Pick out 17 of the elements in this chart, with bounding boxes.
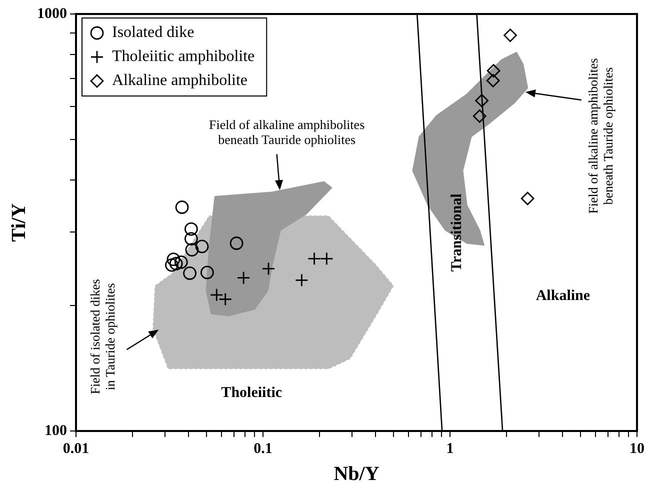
y-axis-title: Ti/Y [8, 202, 30, 242]
legend-label: Alkaline amphibolite [112, 72, 248, 90]
x-tick-label: 0.1 [254, 440, 272, 457]
legend-label: Tholeiitic amphibolite [112, 48, 255, 66]
y-tick-label: 100 [44, 422, 67, 439]
annotation: Tholeiitic [221, 384, 282, 401]
annotation: Transitional [448, 194, 465, 272]
annotation: Field of alkaline amphibolites beneath Tauride ophiolites [585, 58, 616, 214]
x-axis-title: Nb/Y [334, 463, 380, 486]
x-tick-label: 10 [630, 440, 644, 457]
annotation: Field of alkaline amphibolites beneath Tauride ophiolites [209, 117, 365, 148]
x-tick-label: 0.01 [62, 440, 90, 457]
annotation: Field of isolated dikes in Tauride ophiolites [88, 279, 118, 394]
x-tick-label: 1 [446, 440, 454, 457]
legend-label: Isolated dike [112, 24, 194, 42]
y-tick-label: 1000 [37, 6, 67, 22]
annotation: Alkaline [536, 288, 590, 304]
